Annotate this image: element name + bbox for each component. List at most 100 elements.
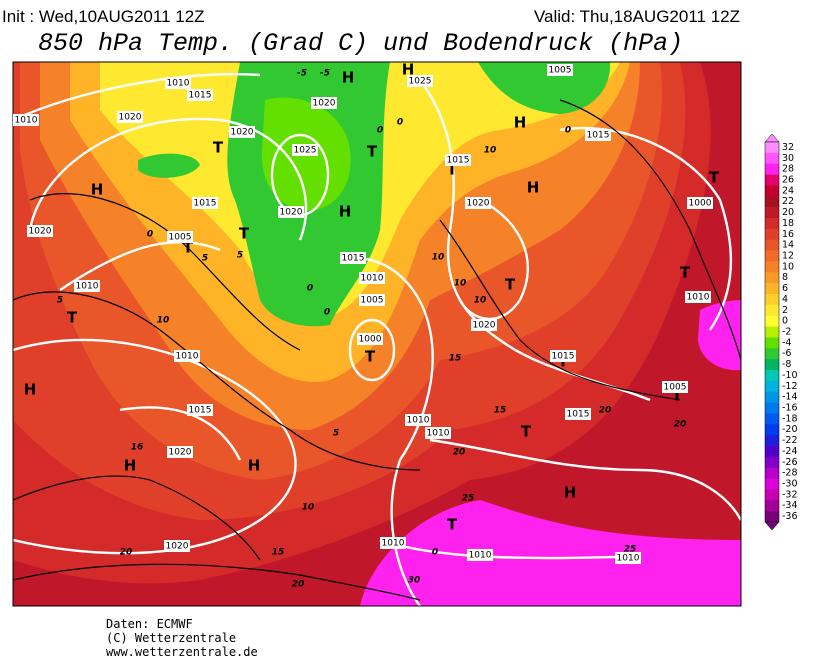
pressure-label: 1025: [294, 146, 317, 156]
colorbar-swatch: [765, 207, 779, 219]
isotherm-label: 15: [272, 548, 285, 558]
colorbar-label: 4: [782, 294, 788, 305]
colorbar-swatch: [765, 152, 779, 165]
isotherm-label: 16: [131, 443, 144, 453]
pressure-label: 1020: [473, 321, 496, 331]
colorbar-label: 6: [782, 283, 788, 294]
high-pressure-marker: H: [514, 114, 527, 132]
isotherm-label: 20: [453, 448, 466, 458]
pressure-label: 1010: [76, 282, 99, 292]
colorbar-label: -34: [782, 500, 798, 511]
colorbar-swatch: [765, 402, 779, 414]
low-pressure-marker: T: [365, 348, 376, 366]
pressure-label: 1010: [176, 352, 199, 362]
colorbar-label: -18: [782, 413, 798, 424]
colorbar-label: -36: [782, 511, 798, 522]
colorbar-label: 2: [782, 305, 788, 316]
colorbar-label: -26: [782, 457, 798, 468]
isotherm-label: 5: [333, 429, 339, 439]
pressure-label-bg: [229, 126, 255, 138]
colorbar-swatch: [765, 500, 779, 512]
pressure-label-bg: [292, 144, 318, 156]
pressure-label: 1010: [382, 539, 405, 549]
map-labels: HTTTTHHHTHTHHHTHTTTHTTTT1025102010201015…: [13, 61, 720, 590]
isotherm-label: 20: [674, 420, 687, 430]
low-pressure-marker: T: [239, 225, 250, 243]
pressure-label-bg: [187, 89, 213, 101]
low-pressure-marker: T: [447, 161, 458, 179]
pressure-label: 1020: [29, 227, 52, 237]
colorbar-swatch: [765, 239, 779, 251]
high-pressure-marker: H: [124, 457, 137, 475]
pressure-label-bg: [445, 154, 471, 166]
colorbar-swatch: [765, 196, 779, 208]
pressure-label-bg: [311, 97, 337, 109]
pressure-label-bg: [380, 537, 406, 549]
pressure-label: 1015: [189, 91, 212, 101]
isotherm-label: 0: [147, 230, 153, 240]
colorbar-label: -16: [782, 403, 798, 414]
pressure-label: 1000: [689, 199, 712, 209]
isotherm-label: 25: [624, 545, 637, 555]
low-pressure-marker: T: [521, 423, 532, 441]
colorbar-label: 14: [782, 240, 794, 251]
colorbar-swatch: [765, 174, 779, 186]
pressure-label: 1020: [166, 542, 189, 552]
colorbar-swatch: [765, 218, 779, 230]
low-pressure-marker: T: [447, 516, 458, 534]
colorbar-swatch: [765, 228, 779, 241]
isotherm-label: 0: [377, 126, 383, 136]
pressure-label-bg: [167, 231, 193, 243]
colorbar: 32302826242220181614121086420-2-4-6-8-10…: [764, 133, 798, 531]
pressure-label-bg: [585, 129, 611, 141]
pressure-label: 1010: [687, 293, 710, 303]
pressure-label-bg: [685, 291, 711, 303]
pressure-label-bg: [405, 414, 431, 426]
pressure-label-bg: [164, 540, 190, 552]
pressure-label: 1020: [280, 208, 303, 218]
pressure-label: 1010: [167, 79, 190, 89]
map-frame: [12, 61, 742, 607]
isotherm-label: 5: [57, 296, 63, 306]
colorbar-label: -24: [782, 446, 798, 457]
colorbar-bottom-cap: [764, 521, 780, 531]
pressure-label: 1005: [664, 383, 687, 393]
pressure-label: 1025: [409, 77, 432, 87]
colorbar-swatch: [765, 163, 779, 175]
pressure-label: 1005: [169, 233, 192, 243]
colorbar-label: 30: [782, 153, 794, 164]
colorbar-label: -12: [782, 381, 798, 392]
pressure-label: 1015: [567, 410, 590, 420]
isotherm-label: 10: [302, 503, 315, 513]
low-pressure-marker: T: [183, 239, 194, 257]
pressure-label: 1020: [231, 128, 254, 138]
pressure-label: 1010: [15, 116, 38, 126]
isotherm-label: 0: [565, 126, 571, 136]
copyright: (C) Wetterzentrale: [106, 631, 236, 645]
low-pressure-marker: T: [672, 387, 683, 405]
colorbar-swatch: [765, 391, 779, 403]
colorbar-swatch: [765, 413, 779, 425]
colorbar-swatch: [765, 478, 779, 490]
pressure-label-bg: [192, 197, 218, 209]
colorbar-label: 16: [782, 229, 794, 240]
pressure-label-bg: [187, 404, 213, 416]
colorbar-swatch: [765, 261, 779, 273]
colorbar-label: 32: [782, 142, 794, 153]
pressure-label: 1015: [587, 131, 610, 141]
pressure-label-bg: [547, 64, 573, 76]
pressure-label-bg: [117, 111, 143, 123]
pressure-label-bg: [357, 333, 383, 345]
pressure-label: 1010: [469, 551, 492, 561]
colorbar-swatch: [765, 304, 779, 317]
pressure-label-bg: [687, 197, 713, 209]
colorbar-label: -8: [782, 359, 791, 370]
pressure-label-bg: [467, 549, 493, 561]
isotherm-label: 5: [237, 251, 243, 261]
pressure-label-bg: [27, 225, 53, 237]
colorbar-frame: [764, 141, 780, 523]
pressure-label-bg: [471, 319, 497, 331]
colorbar-swatch: [765, 348, 779, 360]
colorbar-label: 10: [782, 261, 794, 272]
